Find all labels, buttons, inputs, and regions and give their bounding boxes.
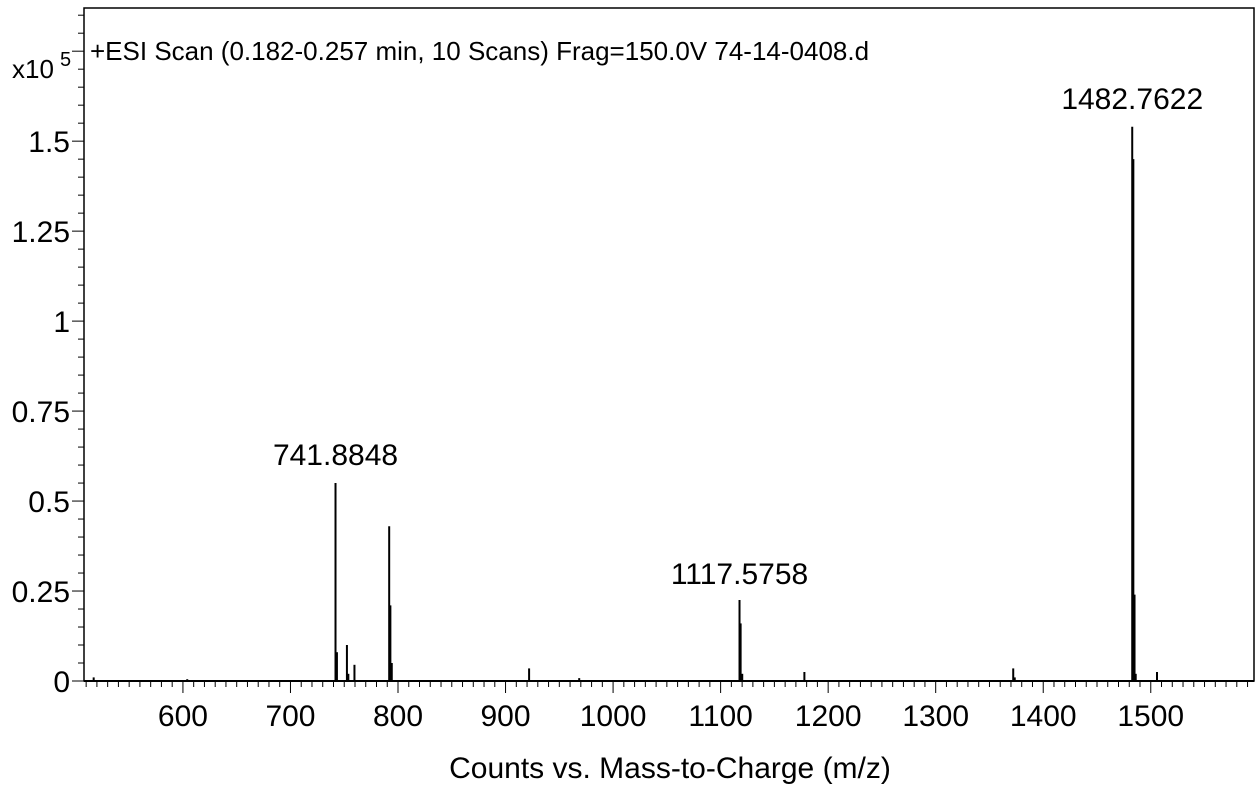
x-tick-label: 1500 [1117, 700, 1184, 733]
x-tick-label: 1300 [902, 700, 969, 733]
y-tick-label: 0.5 [28, 486, 70, 519]
y-multiplier-exponent: 5 [60, 49, 71, 71]
y-tick-label: 1.25 [12, 216, 70, 249]
x-tick-label: 1100 [688, 700, 753, 733]
x-tick-label: 700 [265, 700, 315, 733]
y-tick-label: 0.75 [12, 396, 70, 429]
y-axis: 0 0.25 0.5 0.75 1 1.25 1.5 [12, 14, 84, 699]
y-multiplier-base: x10 [12, 54, 54, 84]
x-tick-label: 1400 [1010, 700, 1077, 733]
peak-bars [84, 126, 1254, 682]
y-tick-label: 0 [53, 666, 70, 699]
y-tick-label: 1.5 [28, 126, 70, 159]
y-tick-label: 0.25 [12, 576, 70, 609]
peak-annotation: 741.8848 [273, 439, 398, 472]
x-tick-label: 1000 [580, 700, 647, 733]
x-axis-label: Counts vs. Mass-to-Charge (m/z) [449, 752, 891, 785]
peak-annotation: 1117.5758 [671, 558, 808, 591]
x-axis: 600 700 800 900 1000 1100 1200 1300 1400 1500 [85, 681, 1249, 733]
peak-labels: 741.8848 1117.5758 1482.7622 [273, 83, 1203, 591]
y-tick-label: 1 [53, 306, 70, 339]
x-tick-label: 800 [373, 700, 423, 733]
chart-title: +ESI Scan (0.182-0.257 min, 10 Scans) Fr… [90, 36, 869, 66]
peak-annotation: 1482.7622 [1061, 83, 1203, 116]
x-tick-label: 600 [158, 700, 208, 733]
x-tick-label: 900 [481, 700, 531, 733]
x-tick-label: 1200 [795, 700, 862, 733]
